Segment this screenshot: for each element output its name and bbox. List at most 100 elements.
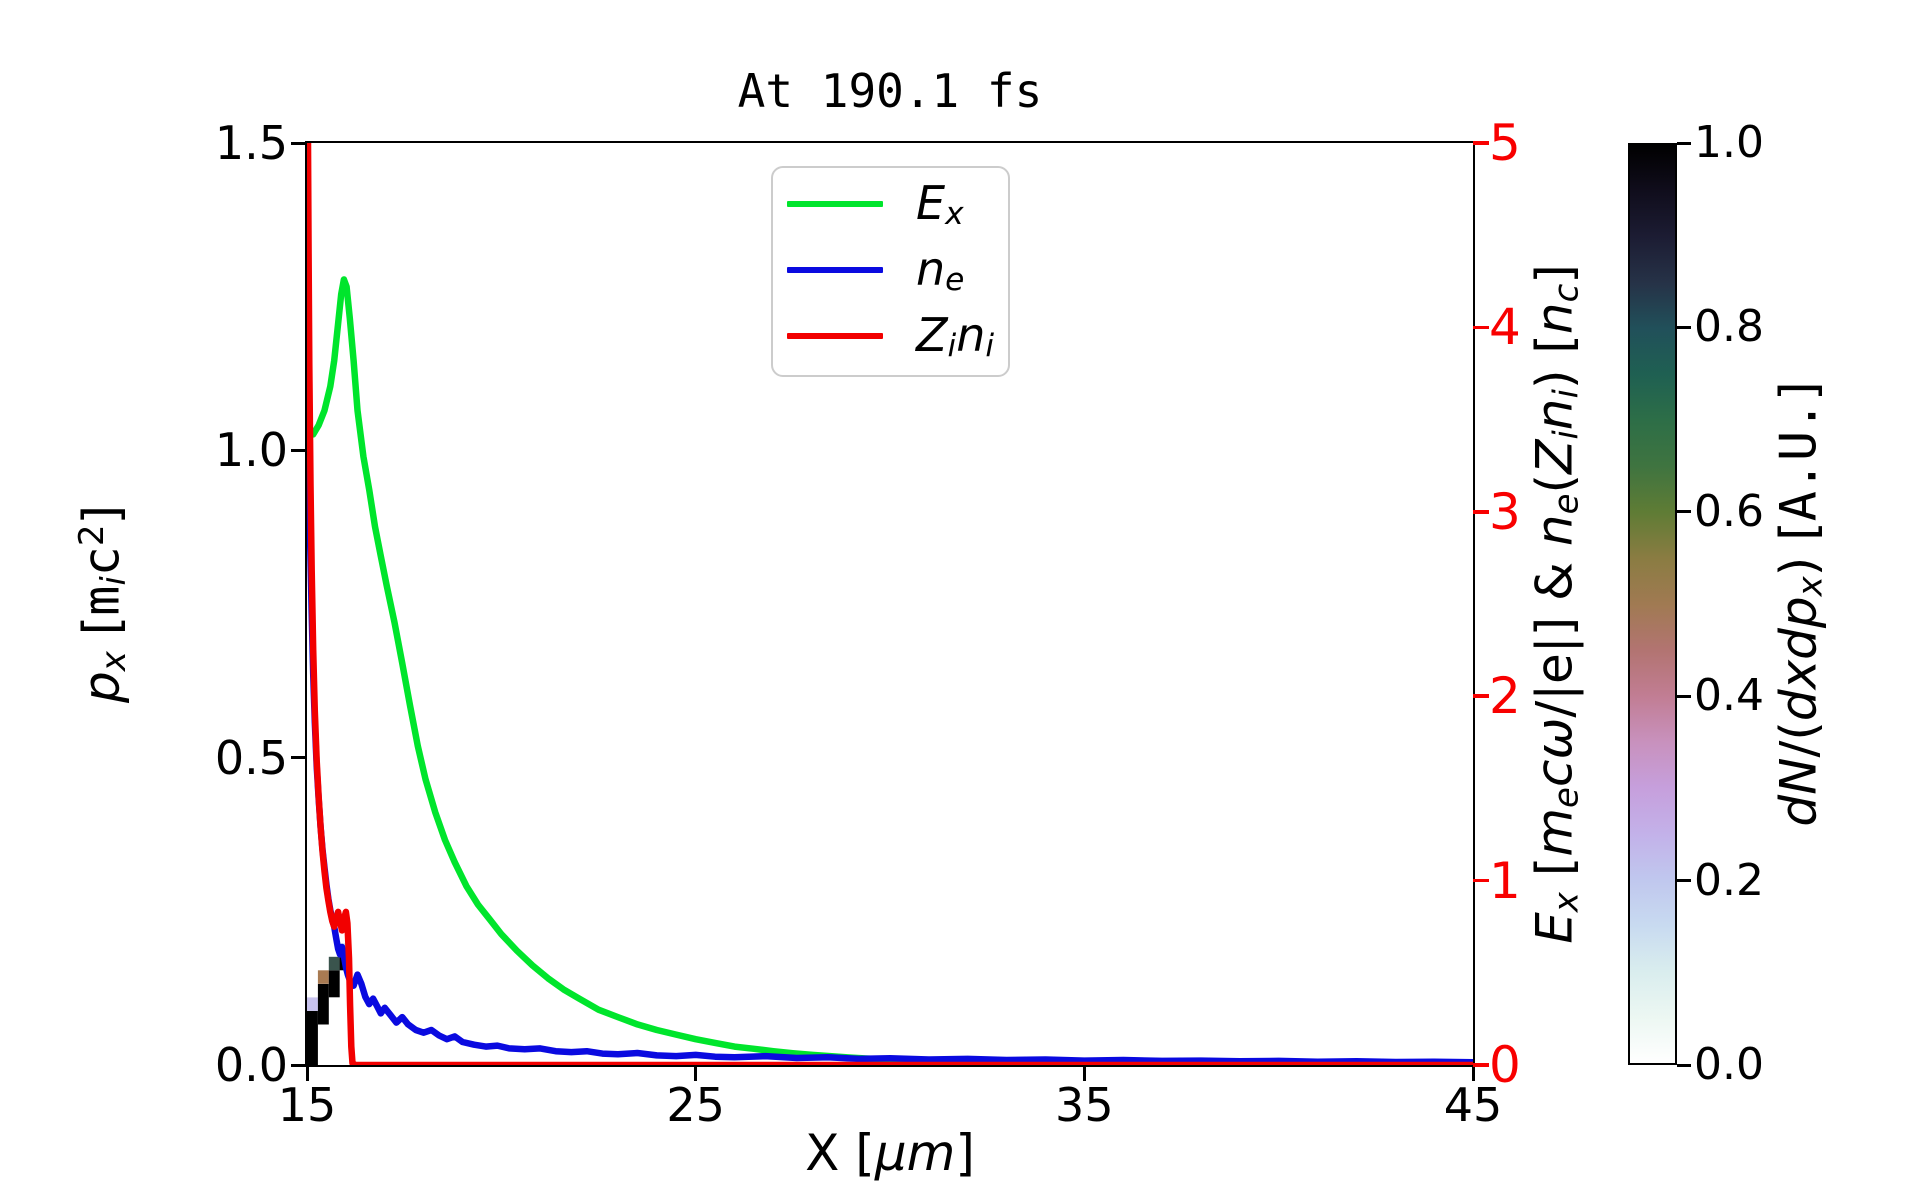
label-segment: x [93, 651, 134, 672]
label-segment: n [1525, 302, 1584, 335]
colorbar-tick-mark [1677, 879, 1691, 883]
label-segment: μm [874, 1124, 956, 1182]
colorbar-tick-mark [1677, 141, 1691, 145]
histogram-cell [307, 997, 318, 1011]
plot-area [305, 141, 1475, 1067]
label-segment: i [1546, 430, 1587, 440]
label-segment: n [1525, 398, 1584, 431]
label-segment: ] [1769, 381, 1828, 401]
label-segment: E [916, 176, 946, 230]
label-segment: i [985, 328, 995, 364]
histogram-cell [317, 970, 329, 984]
colorbar-tick-label: 0.0 [1694, 1039, 1764, 1090]
colorbar-tick-label: 0.2 [1694, 854, 1764, 906]
legend-item-label: Ex [916, 180, 964, 230]
label-segment: n [956, 308, 986, 362]
label-segment: ω [1525, 717, 1584, 760]
y-right-tick-mark [1473, 325, 1489, 330]
label-segment: m [1525, 807, 1584, 857]
label-segment: E [1525, 912, 1584, 944]
y-left-tick-mark [291, 448, 307, 452]
histogram-cell [328, 956, 340, 971]
y-axis-label-left: px [mic2] [72, 505, 134, 703]
label-segment: p [72, 671, 131, 704]
label-segment: Z [916, 308, 948, 362]
y-right-tick-label: 4 [1489, 298, 1521, 357]
y-left-tick-mark [291, 141, 307, 145]
colorbar-tick-mark [1677, 510, 1691, 514]
label-segment: c [72, 546, 131, 577]
label-segment: /|e|] & [1525, 546, 1584, 718]
y-left-tick-mark [291, 1063, 307, 1067]
series-line-e-x [307, 276, 1473, 1065]
y-right-tick-mark [1473, 878, 1489, 883]
colorbar-tick-mark [1677, 325, 1691, 329]
y-right-tick-label: 1 [1489, 851, 1521, 910]
label-segment: e [945, 262, 965, 298]
y-left-tick-label: 0.5 [214, 730, 288, 785]
label-segment: e [1546, 787, 1587, 808]
label-segment: ] [72, 504, 131, 525]
y-right-tick-mark [1473, 510, 1489, 514]
label-segment: ] [1525, 264, 1584, 284]
x-tick-label: 25 [666, 1078, 725, 1132]
colorbar-tick-mark [1677, 1063, 1691, 1067]
label-segment: d [1769, 689, 1828, 722]
legend-line-sample [787, 201, 883, 207]
colorbar-tick-label: 1.0 [1694, 117, 1764, 168]
x-tick-mark [694, 1065, 698, 1081]
colorbar [1628, 143, 1677, 1065]
x-tick-mark [1471, 1065, 1475, 1081]
label-segment: n [1525, 514, 1584, 547]
label-segment: x [945, 196, 964, 232]
colorbar-label: dN/(dxdpx) [A.U.] [1769, 381, 1830, 826]
colorbar-tick-mark [1677, 694, 1691, 698]
legend-line-sample [787, 267, 883, 273]
x-tick-mark [305, 1065, 309, 1081]
y-right-tick-label: 3 [1489, 482, 1521, 541]
label-segment: [ [1525, 856, 1584, 893]
y-left-tick-label: 0.0 [214, 1038, 288, 1092]
colorbar-tick-label: 0.8 [1694, 301, 1764, 353]
y-right-tick-mark [1473, 141, 1489, 145]
label-segment: p [1769, 596, 1828, 629]
x-axis-label: X [μm] [307, 1124, 1473, 1182]
label-segment: A.U. [1769, 400, 1828, 522]
label-segment: c [1525, 759, 1584, 788]
legend-item-label: Zini [916, 312, 994, 362]
label-segment: d [1769, 628, 1828, 660]
label-segment: Z [1525, 439, 1584, 474]
legend-line-sample [787, 333, 883, 339]
label-segment: i [947, 328, 957, 364]
label-segment: 2 [72, 524, 113, 547]
y-right-tick-label: 2 [1489, 667, 1521, 726]
y-left-tick-label: 1.5 [214, 116, 288, 170]
label-segment: i [1546, 389, 1587, 399]
label-segment: i [93, 576, 134, 586]
label-segment: e [1546, 493, 1587, 515]
label-segment: ( [1525, 473, 1584, 494]
label-segment: [ [72, 615, 131, 652]
label-segment: ) [ [1769, 521, 1828, 577]
label-segment: x [1769, 659, 1828, 690]
label-segment: ] [955, 1124, 975, 1182]
y-left-tick-mark [291, 756, 307, 760]
y-right-tick-mark [1473, 1063, 1489, 1067]
y-left-tick-label: 1.0 [214, 423, 288, 478]
label-segment: ) [ [1525, 334, 1584, 390]
legend: Ex ne Zini [771, 166, 1010, 377]
histogram-cell [317, 983, 329, 1025]
label-segment: X [805, 1124, 856, 1182]
label-segment: c [1546, 283, 1587, 303]
colorbar-tick-label: 0.6 [1694, 485, 1764, 537]
label-segment: d [1769, 794, 1828, 827]
histogram-cell [307, 1010, 318, 1065]
x-tick-label: 15 [277, 1078, 337, 1132]
y-right-tick-label: 5 [1489, 114, 1521, 172]
series-line-z-i-n-i [307, 143, 1473, 1065]
x-tick-mark [1082, 1065, 1086, 1081]
label-segment: n [916, 242, 946, 296]
histogram-cell [328, 970, 340, 998]
y-right-tick-mark [1473, 694, 1489, 698]
